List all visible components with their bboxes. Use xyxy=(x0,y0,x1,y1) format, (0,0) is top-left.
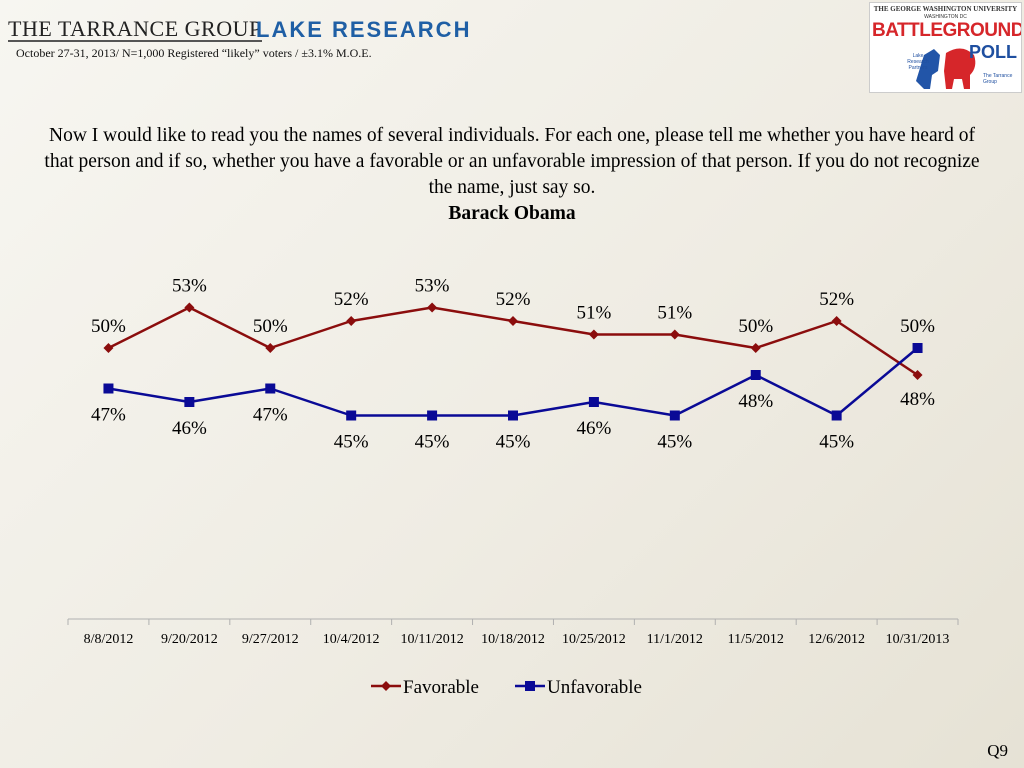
data-point-favorable xyxy=(265,343,275,353)
data-label-unfavorable: 45% xyxy=(334,432,369,453)
data-label-favorable: 50% xyxy=(738,316,773,337)
x-tick-label: 10/31/2013 xyxy=(886,632,950,647)
x-tick-label: 12/6/2012 xyxy=(808,632,865,647)
data-label-favorable: 53% xyxy=(415,276,450,297)
data-point-unfavorable xyxy=(508,411,518,421)
data-point-favorable xyxy=(184,303,194,313)
data-point-unfavorable xyxy=(346,411,356,421)
legend-label-unfavorable: Unfavorable xyxy=(547,677,642,698)
data-point-unfavorable xyxy=(832,411,842,421)
data-label-favorable: 53% xyxy=(172,276,207,297)
data-point-unfavorable xyxy=(670,411,680,421)
data-point-favorable xyxy=(103,343,113,353)
question-number: Q9 xyxy=(987,741,1008,761)
data-label-favorable: 52% xyxy=(496,289,531,310)
data-point-favorable xyxy=(751,343,761,353)
data-label-favorable: 50% xyxy=(91,316,126,337)
data-label-unfavorable: 48% xyxy=(738,391,773,412)
data-label-unfavorable: 45% xyxy=(415,432,450,453)
legend-label-favorable: Favorable xyxy=(403,677,479,698)
data-point-unfavorable xyxy=(184,397,194,407)
data-point-unfavorable xyxy=(751,370,761,380)
data-label-unfavorable: 46% xyxy=(172,418,207,439)
data-point-unfavorable xyxy=(265,384,275,394)
data-point-favorable xyxy=(589,330,599,340)
x-tick-label: 10/18/2012 xyxy=(481,632,545,647)
data-label-unfavorable: 47% xyxy=(253,405,288,426)
series-line-unfavorable xyxy=(108,348,917,416)
data-label-favorable: 48% xyxy=(900,389,935,410)
data-label-favorable: 51% xyxy=(576,303,611,324)
legend-marker-unfavorable xyxy=(525,681,535,691)
x-tick-label: 9/27/2012 xyxy=(242,632,299,647)
data-label-unfavorable: 47% xyxy=(91,405,126,426)
x-tick-label: 11/5/2012 xyxy=(728,632,784,647)
data-point-unfavorable xyxy=(103,384,113,394)
data-point-favorable xyxy=(346,316,356,326)
data-label-favorable: 50% xyxy=(253,316,288,337)
line-chart: 8/8/2012 9/20/2012 9/27/2012 10/4/2012 10/11… xyxy=(0,0,1024,768)
data-label-unfavorable: 45% xyxy=(496,432,531,453)
data-label-favorable: 52% xyxy=(819,289,854,310)
x-tick-label: 9/20/2012 xyxy=(161,632,218,647)
x-tick-label: 10/25/2012 xyxy=(562,632,626,647)
data-point-unfavorable xyxy=(427,411,437,421)
x-tick-label: 8/8/2012 xyxy=(84,632,134,647)
data-point-unfavorable xyxy=(913,343,923,353)
data-point-favorable xyxy=(427,303,437,313)
data-label-unfavorable: 45% xyxy=(657,432,692,453)
x-tick-label: 11/1/2012 xyxy=(647,632,703,647)
data-point-unfavorable xyxy=(589,397,599,407)
data-label-unfavorable: 50% xyxy=(900,316,935,337)
data-label-unfavorable: 45% xyxy=(819,432,854,453)
x-tick-label: 10/4/2012 xyxy=(323,632,380,647)
data-label-favorable: 51% xyxy=(657,303,692,324)
legend-marker-favorable xyxy=(381,681,391,691)
data-label-unfavorable: 46% xyxy=(576,418,611,439)
data-point-favorable xyxy=(508,316,518,326)
x-tick-label: 10/11/2012 xyxy=(400,632,463,647)
data-label-favorable: 52% xyxy=(334,289,369,310)
data-point-favorable xyxy=(670,330,680,340)
